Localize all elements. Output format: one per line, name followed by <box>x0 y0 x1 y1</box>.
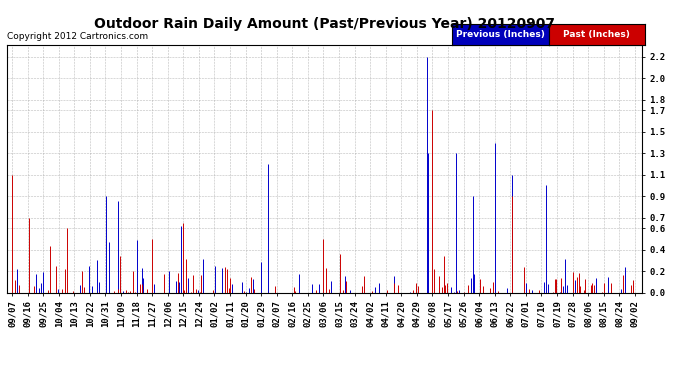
Text: Previous (Inches): Previous (Inches) <box>456 30 544 39</box>
Text: Past (Inches): Past (Inches) <box>564 30 630 39</box>
Text: Copyright 2012 Cartronics.com: Copyright 2012 Cartronics.com <box>7 32 148 41</box>
Text: Outdoor Rain Daily Amount (Past/Previous Year) 20120907: Outdoor Rain Daily Amount (Past/Previous… <box>94 17 555 31</box>
